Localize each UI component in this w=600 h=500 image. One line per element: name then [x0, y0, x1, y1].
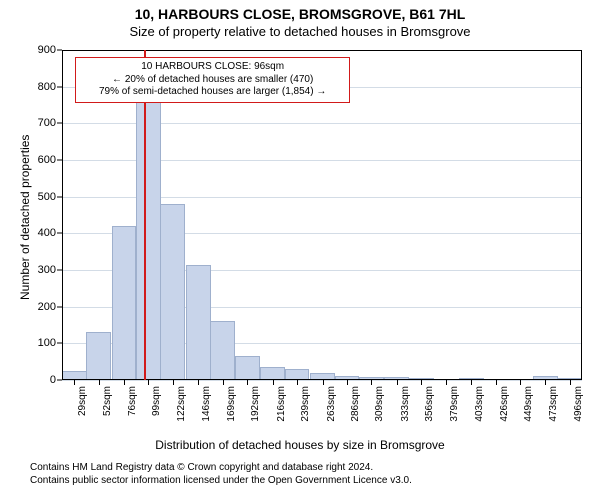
xtick-label: 76sqm	[127, 386, 138, 416]
histogram-bar	[285, 369, 310, 380]
ytick-mark	[57, 343, 62, 344]
xtick-label: 333sqm	[400, 386, 411, 422]
xtick-label: 169sqm	[226, 386, 237, 422]
ytick-mark	[57, 50, 62, 51]
xtick-mark	[570, 380, 571, 385]
xtick-mark	[520, 380, 521, 385]
ytick-label: 600	[38, 154, 56, 166]
xtick-mark	[198, 380, 199, 385]
xtick-label: 239sqm	[300, 386, 311, 422]
xtick-label: 496sqm	[573, 386, 584, 422]
histogram-bar	[160, 204, 185, 380]
xtick-mark	[347, 380, 348, 385]
y-axis-label: Number of detached properties	[18, 135, 32, 300]
ytick-mark	[57, 306, 62, 307]
histogram-bar	[112, 226, 137, 380]
xtick-label: 356sqm	[424, 386, 435, 422]
histogram-bar	[260, 367, 285, 380]
xtick-mark	[446, 380, 447, 385]
xtick-label: 192sqm	[250, 386, 261, 422]
xtick-mark	[273, 380, 274, 385]
xtick-label: 286sqm	[350, 386, 361, 422]
ytick-mark	[57, 160, 62, 161]
xtick-mark	[496, 380, 497, 385]
xtick-mark	[397, 380, 398, 385]
plot-area: 010020030040050060070080090029sqm52sqm76…	[62, 50, 582, 380]
xtick-mark	[297, 380, 298, 385]
xtick-mark	[173, 380, 174, 385]
annotation-line-1: 10 HARBOURS CLOSE: 96sqm	[82, 61, 343, 74]
xtick-label: 263sqm	[326, 386, 337, 422]
ytick-mark	[57, 123, 62, 124]
ytick-label: 400	[38, 227, 56, 239]
xtick-mark	[323, 380, 324, 385]
xtick-mark	[371, 380, 372, 385]
xtick-mark	[247, 380, 248, 385]
xtick-mark	[99, 380, 100, 385]
ytick-label: 800	[38, 81, 56, 93]
ytick-mark	[57, 196, 62, 197]
xtick-mark	[124, 380, 125, 385]
xtick-mark	[148, 380, 149, 385]
chart-subtitle: Size of property relative to detached ho…	[0, 24, 600, 39]
histogram-bar	[310, 373, 335, 380]
x-axis-label: Distribution of detached houses by size …	[0, 438, 600, 452]
annotation-line-2: ← 20% of detached houses are smaller (47…	[82, 74, 343, 87]
xtick-label: 403sqm	[474, 386, 485, 422]
histogram-chart: 10, HARBOURS CLOSE, BROMSGROVE, B61 7HL …	[0, 0, 600, 500]
xtick-mark	[223, 380, 224, 385]
xtick-mark	[545, 380, 546, 385]
ytick-label: 100	[38, 337, 56, 349]
xtick-label: 216sqm	[276, 386, 287, 422]
ytick-label: 900	[38, 44, 56, 56]
histogram-bar	[62, 371, 87, 380]
xtick-label: 99sqm	[151, 386, 162, 416]
attribution-line-2: Contains public sector information licen…	[30, 475, 412, 488]
histogram-bar	[186, 265, 211, 381]
ytick-label: 300	[38, 264, 56, 276]
xtick-mark	[471, 380, 472, 385]
xtick-label: 52sqm	[102, 386, 113, 416]
xtick-mark	[421, 380, 422, 385]
histogram-bar	[86, 332, 111, 380]
ytick-label: 700	[38, 117, 56, 129]
annotation-box: 10 HARBOURS CLOSE: 96sqm← 20% of detache…	[75, 57, 350, 103]
chart-title: 10, HARBOURS CLOSE, BROMSGROVE, B61 7HL	[0, 6, 600, 22]
xtick-label: 449sqm	[523, 386, 534, 422]
ytick-mark	[57, 380, 62, 381]
ytick-label: 500	[38, 191, 56, 203]
ytick-mark	[57, 270, 62, 271]
xtick-label: 122sqm	[176, 386, 187, 422]
xtick-label: 29sqm	[77, 386, 88, 416]
xtick-mark	[74, 380, 75, 385]
ytick-label: 0	[50, 374, 56, 386]
histogram-bar	[235, 356, 260, 380]
xtick-label: 379sqm	[449, 386, 460, 422]
histogram-bar	[136, 101, 161, 380]
xtick-label: 426sqm	[499, 386, 510, 422]
ytick-label: 200	[38, 301, 56, 313]
xtick-label: 309sqm	[374, 386, 385, 422]
attribution-line-1: Contains HM Land Registry data © Crown c…	[30, 462, 412, 475]
xtick-label: 146sqm	[201, 386, 212, 422]
ytick-mark	[57, 233, 62, 234]
ytick-mark	[57, 86, 62, 87]
annotation-line-3: 79% of semi-detached houses are larger (…	[82, 86, 343, 99]
attribution-text: Contains HM Land Registry data © Crown c…	[30, 462, 412, 487]
histogram-bar	[210, 321, 235, 380]
xtick-label: 473sqm	[548, 386, 559, 422]
